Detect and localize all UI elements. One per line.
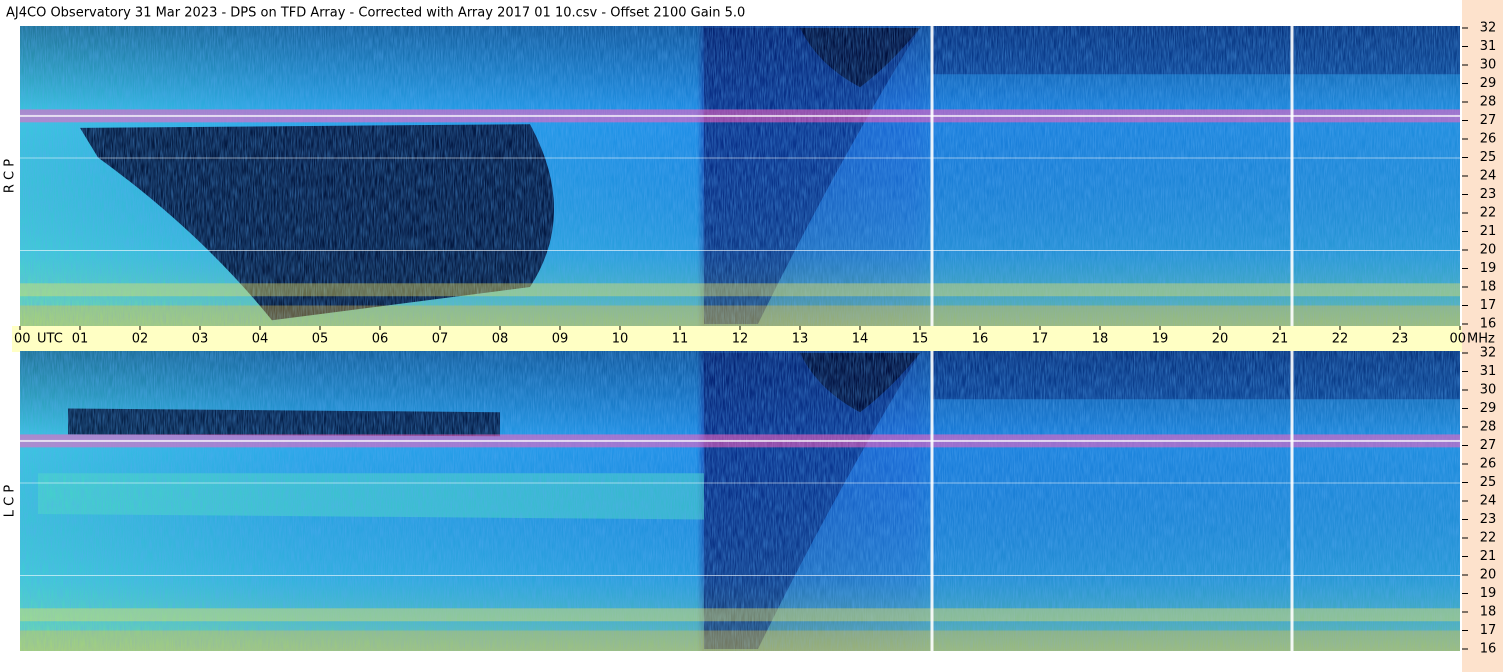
y-tick-label: 30 [1480, 58, 1497, 73]
time-band [12, 326, 1462, 352]
rfi-band [20, 114, 1460, 117]
rfi-band [20, 250, 1460, 251]
x-tick-label: 07 [432, 332, 449, 347]
y-tick-label: 28 [1480, 95, 1497, 110]
y-tick-label: 29 [1480, 401, 1497, 416]
chart-title: AJ4CO Observatory 31 Mar 2023 - DPS on T… [6, 6, 745, 21]
x-tick-label: 03 [192, 332, 209, 347]
x-tick-label: 19 [1152, 332, 1169, 347]
gap-line [1290, 351, 1294, 651]
y-tick-label: 26 [1480, 457, 1497, 472]
x-tick-label: 20 [1212, 332, 1229, 347]
y-tick-label: 24 [1480, 494, 1497, 509]
y-tick-label: 19 [1480, 261, 1497, 276]
y-tick-label: 32 [1480, 21, 1497, 36]
gap-line [1290, 26, 1294, 326]
y-tick-label: 20 [1480, 568, 1497, 583]
rfi-band [20, 439, 1460, 442]
y-tick-label: 23 [1480, 187, 1497, 202]
x-tick-label: 00 [1449, 332, 1466, 347]
x-tick-label: 09 [552, 332, 569, 347]
x-tick-label: 18 [1092, 332, 1109, 347]
x-tick-label: 15 [912, 332, 929, 347]
y-tick-label: 24 [1480, 169, 1497, 184]
low-band [20, 630, 1460, 651]
rfi-band [20, 283, 1460, 297]
noise [20, 351, 1460, 651]
polarization-label: R C P [3, 159, 18, 193]
x-tick-label: 12 [732, 332, 749, 347]
x-tick-label: 02 [132, 332, 149, 347]
x-tick-label: 06 [372, 332, 389, 347]
x-tick-label: 23 [1392, 332, 1409, 347]
spectrogram-panel: L C P 16 17 18 19 20 21 22 23 24 25 26 27 28 29 30 31 32 [3, 346, 1497, 657]
y-tick-label: 26 [1480, 132, 1497, 147]
x-tick-label: 16 [972, 332, 989, 347]
y-tick-label: 21 [1480, 224, 1497, 239]
y-tick-label: 22 [1480, 206, 1497, 221]
x-tick-label: 04 [252, 332, 269, 347]
rfi-band [20, 608, 1460, 622]
y-tick-label: 29 [1480, 76, 1497, 91]
y-tick-label: 17 [1480, 298, 1497, 313]
noise [20, 26, 1460, 326]
y-tick-label: 16 [1480, 317, 1497, 332]
x-tick-label: 22 [1332, 332, 1349, 347]
y-tick-label: 27 [1480, 438, 1497, 453]
x-tick-label: 14 [852, 332, 869, 347]
rfi-band [20, 575, 1460, 576]
y-tick-label: 31 [1480, 364, 1497, 379]
y-axis-label: MHz [1467, 332, 1495, 347]
y-tick-label: 31 [1480, 39, 1497, 54]
y-tick-label: 18 [1480, 280, 1497, 295]
x-tick-label: 01 [72, 332, 89, 347]
y-tick-label: 21 [1480, 549, 1497, 564]
y-tick-label: 20 [1480, 243, 1497, 258]
y-tick-label: 19 [1480, 586, 1497, 601]
spectrogram-panel: R C P 16 17 18 19 20 21 22 23 24 25 26 27 28 29 30 31 32 [3, 21, 1497, 332]
gap-line [930, 351, 934, 651]
x-tick-label: 13 [792, 332, 809, 347]
x-tick-label: 10 [612, 332, 629, 347]
x-axis-label: UTC [37, 332, 63, 347]
y-tick-label: 30 [1480, 383, 1497, 398]
y-tick-label: 28 [1480, 420, 1497, 435]
x-tick-label: 17 [1032, 332, 1049, 347]
rfi-band [20, 482, 1460, 484]
rfi-band [20, 157, 1460, 159]
y-tick-label: 16 [1480, 642, 1497, 657]
y-tick-label: 27 [1480, 113, 1497, 128]
low-band [20, 305, 1460, 326]
title-bar [0, 0, 1503, 26]
y-tick-label: 25 [1480, 150, 1497, 165]
gap-line [930, 26, 934, 326]
x-tick-label: 08 [492, 332, 509, 347]
y-tick-label: 17 [1480, 623, 1497, 638]
polarization-label: L C P [3, 485, 18, 518]
x-tick-label: 21 [1272, 332, 1289, 347]
x-tick-label: 05 [312, 332, 329, 347]
x-tick-label: 11 [672, 332, 689, 347]
y-tick-label: 23 [1480, 512, 1497, 527]
y-tick-label: 32 [1480, 346, 1497, 361]
axis-strip [1462, 0, 1503, 672]
x-tick-label: 00 [14, 332, 31, 347]
y-tick-label: 18 [1480, 605, 1497, 620]
y-tick-label: 25 [1480, 475, 1497, 490]
y-tick-label: 22 [1480, 531, 1497, 546]
